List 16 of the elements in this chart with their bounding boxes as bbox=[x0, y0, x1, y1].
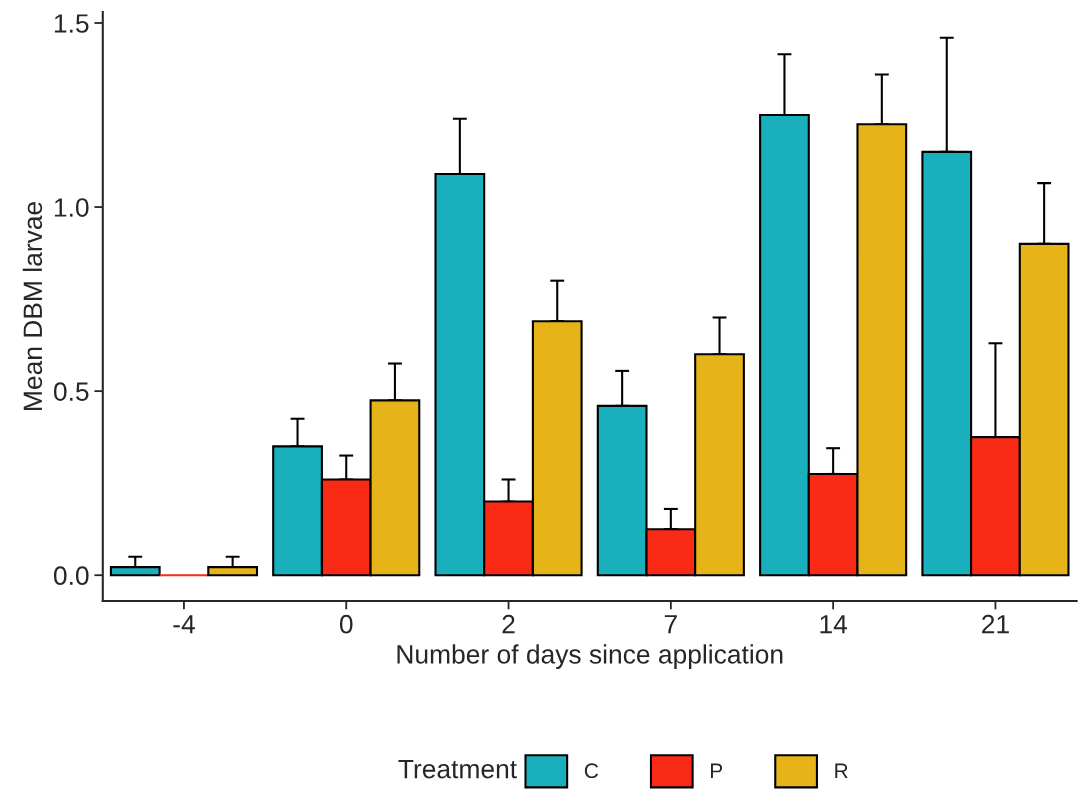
x-tick-label: 7 bbox=[664, 615, 677, 634]
x-tick-label: 0 bbox=[339, 614, 353, 634]
y-tick-label: 1.0 bbox=[54, 198, 89, 217]
y-tick-label: 1.5 bbox=[54, 14, 89, 33]
y-tick-label: 0.5 bbox=[53, 382, 89, 401]
legend-label: C bbox=[584, 763, 599, 779]
x-tick-label: 2 bbox=[502, 614, 515, 634]
x-axis-title: Number of days since application bbox=[397, 644, 783, 669]
legend-label: R bbox=[835, 763, 848, 778]
legend-title: Treatment bbox=[398, 759, 517, 779]
x-tick-label: -4 bbox=[173, 615, 195, 634]
x-tick-label: 14 bbox=[820, 615, 848, 634]
y-tick-label: 0.0 bbox=[53, 566, 89, 586]
y-axis-title: Mean DBM larvae bbox=[22, 202, 43, 410]
legend-label: P bbox=[711, 763, 723, 778]
x-tick-label: 21 bbox=[982, 614, 1009, 634]
